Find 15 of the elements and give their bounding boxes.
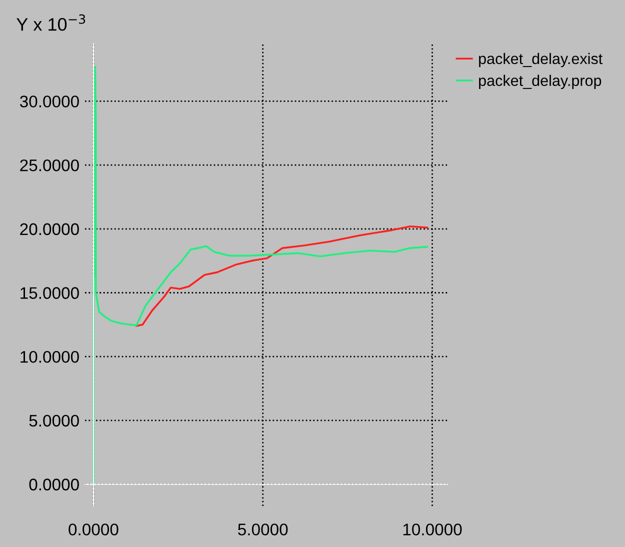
x-tick-label: 5.0000 [238,524,288,536]
y-tick-label: 25.0000 [20,159,79,172]
legend-label: packet_delay.prop [479,74,602,90]
line-series [92,66,428,486]
x-tick-label: 0.0000 [68,524,118,536]
legend-label: packet_delay.exist [479,52,603,68]
line-series [136,225,428,327]
y-tick-label: 10.0000 [20,350,79,363]
y-axis-title: Y x 10$^{−3}$ [16,14,86,31]
y-tick-label: 0.0000 [29,478,79,490]
y-tick-label: 20.0000 [20,223,79,236]
y-tick-label: 30.0000 [20,96,79,108]
y-tick-label: 5.0000 [29,414,79,427]
x-tick-label: 10.0000 [403,524,462,536]
y-tick-label: 15.0000 [20,287,79,299]
